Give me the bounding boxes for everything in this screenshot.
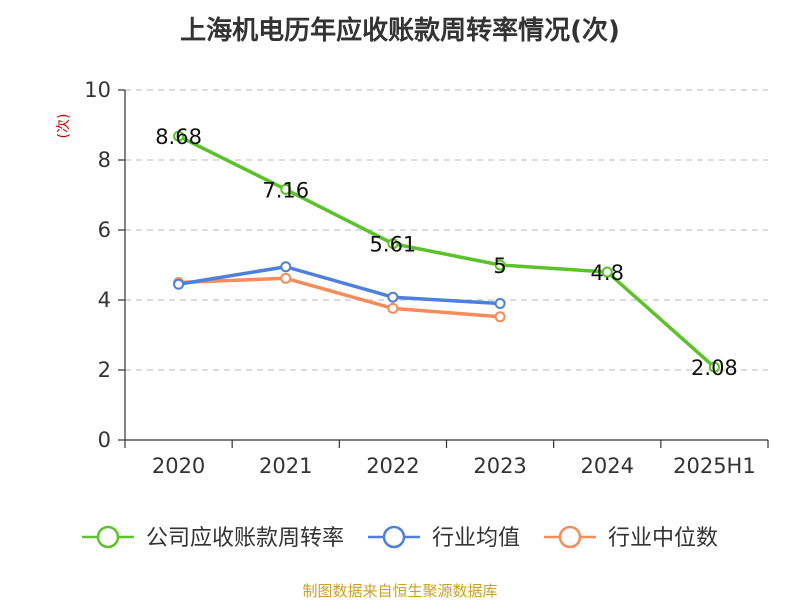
y-tick-label: 2 <box>98 358 111 382</box>
x-tick-label-2021: 2021 <box>259 454 312 478</box>
x-tick-label-2022: 2022 <box>366 454 419 478</box>
series-0-point-2023 <box>494 259 506 271</box>
data-labels: 8.68 7.16 5.61 5 4.8 2.08 <box>155 125 738 380</box>
series-0-point-2020 <box>173 130 185 142</box>
series-2-point-2022 <box>387 302 399 314</box>
y-axis-label: (次) <box>56 114 72 139</box>
x-tick-label-2024: 2024 <box>581 454 634 478</box>
series-line-1 <box>176 265 502 306</box>
series-1-point-2023 <box>494 298 506 309</box>
series-2-point-2021 <box>280 272 292 284</box>
data-label-2021: 7.16 <box>262 178 309 202</box>
series-line-2 <box>176 276 502 319</box>
y-tick-label: 6 <box>98 218 111 242</box>
series-2-point-2023 <box>494 311 506 323</box>
x-tick-label-2025H1: 2025H1 <box>673 454 756 478</box>
data-label-2024: 4.8 <box>591 261 624 285</box>
legend-label-1: 行业均值 <box>432 526 520 551</box>
legend-label-0: 公司应收账款周转率 <box>146 526 344 551</box>
legend-marker-icon-0 <box>96 525 120 549</box>
legend: 公司应收账款周转率 行业均值 行业中位数 <box>81 525 718 551</box>
chart-title: 上海机电历年应收账款周转率情况(次) <box>180 16 620 46</box>
series-line-0 <box>176 134 717 369</box>
axes: 0 2 4 6 8 10 2020 2021 2022 2023 2024 2025H1 <box>84 78 769 478</box>
y-tick-label: 8 <box>98 148 111 172</box>
series-1-point-2022 <box>387 291 399 303</box>
data-label-2025H1: 2.08 <box>691 356 738 380</box>
series-0-point-2022 <box>387 238 399 250</box>
legend-marker-icon-1 <box>382 525 406 549</box>
source-note: 制图数据来自恒生聚源数据库 <box>302 582 498 600</box>
y-tick-label: 4 <box>98 288 111 312</box>
y-tick-label: 10 <box>84 78 111 102</box>
legend-label-2: 行业中位数 <box>608 526 718 551</box>
series-0-point-2025H1 <box>708 361 720 373</box>
data-label-2023: 5 <box>493 254 506 278</box>
x-tick-label-2023: 2023 <box>473 454 526 478</box>
y-tick-label: 0 <box>98 428 111 452</box>
x-tick-label-2020: 2020 <box>152 454 205 478</box>
legend-marker-icon-2 <box>558 525 582 549</box>
series-1-point-2020 <box>173 278 185 290</box>
series-0-point-2024 <box>601 266 613 278</box>
data-label-2020: 8.68 <box>155 125 202 149</box>
series-lines <box>173 130 720 373</box>
data-label-2022: 5.61 <box>370 233 417 257</box>
series-0-point-2021 <box>280 183 292 195</box>
series-1-point-2021 <box>280 261 292 273</box>
